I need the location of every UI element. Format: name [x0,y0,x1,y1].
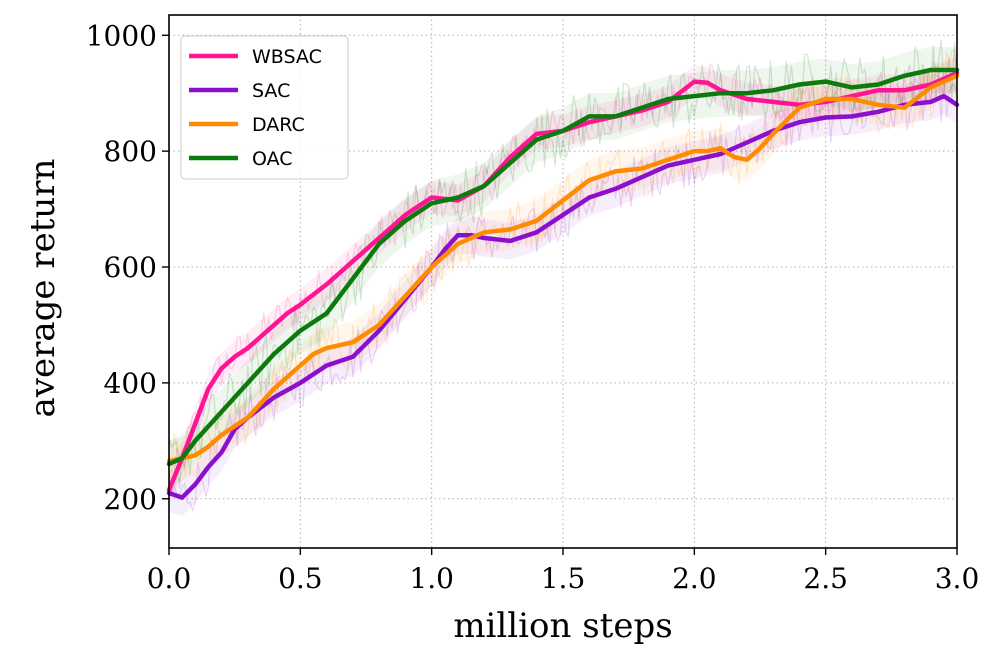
legend-label-wbsac: WBSAC [252,46,322,68]
y-tick-label: 1000 [86,19,157,52]
legend-label-sac: SAC [252,80,290,102]
x-tick-label: 1.5 [541,562,586,595]
raw-line-oac [168,39,958,489]
band-darc [169,55,957,482]
x-tick-label: 0.0 [147,562,192,595]
legend-box [180,35,349,180]
x-tick-label: 1.0 [409,562,454,595]
legend-label-darc: DARC [252,114,305,136]
y-tick-label: 800 [104,135,157,168]
y-axis-title: average return [23,159,63,418]
x-tick-label: 0.5 [278,562,323,595]
x-axis-title: million steps [453,606,672,646]
x-tick-label: 2.0 [672,562,717,595]
y-tick-label: 600 [104,251,157,284]
series-line-wbsac [166,70,960,493]
x-axis: 0.0 0.5 1.0 1.5 2.0 2.5 3.0 [147,548,980,595]
y-tick-label: 400 [104,367,157,400]
y-tick-label: 200 [104,483,157,516]
band-sac [169,77,957,517]
x-tick-label: 3.0 [935,562,980,595]
legend-label-oac: OAC [252,148,293,170]
series-line-darc [166,73,960,464]
legend: WBSAC SAC DARC OAC [180,35,349,180]
series-lines [166,67,960,500]
y-axis: 200 400 600 800 1000 [86,19,169,516]
x-tick-label: 2.5 [803,562,848,595]
series-line-oac [166,67,960,467]
raw-line-wbsac [168,51,958,493]
